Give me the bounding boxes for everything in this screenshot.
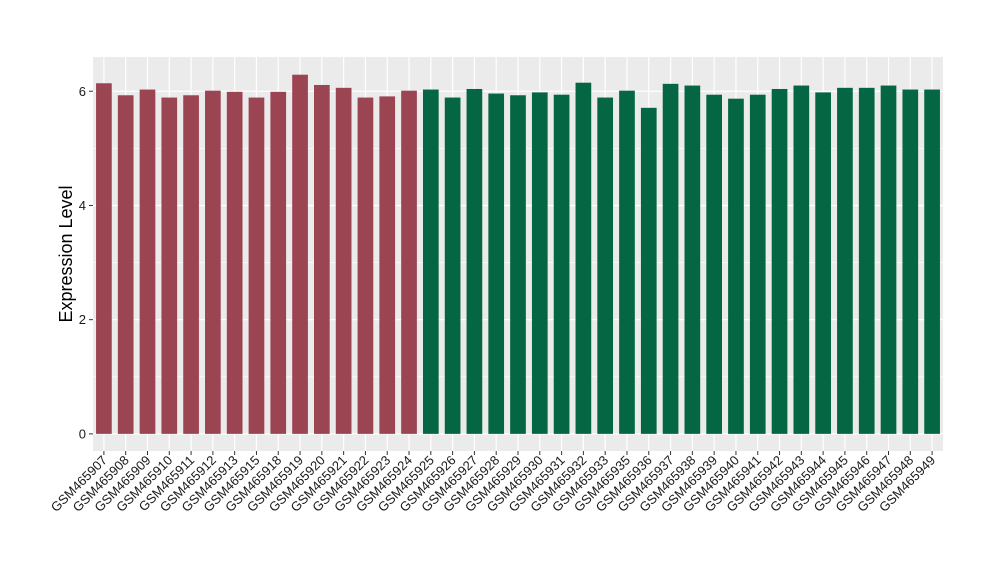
y-axis: 0 2 4 6	[79, 84, 93, 441]
y-tick-label: 6	[79, 84, 86, 99]
bar-GSM465925	[422, 89, 439, 434]
bar-GSM465929	[510, 95, 526, 434]
bar-GSM465926	[444, 97, 461, 434]
bar-GSM465945	[837, 87, 853, 434]
bar-GSM465909	[139, 89, 156, 434]
y-axis-title: Expression Level	[56, 185, 76, 322]
y-tick-label: 4	[79, 198, 86, 213]
bar-GSM465923	[379, 96, 396, 434]
bar-GSM465941	[749, 94, 766, 434]
bar-GSM465946	[858, 87, 875, 434]
bar-GSM465944	[815, 92, 831, 434]
bar-GSM465911	[183, 95, 199, 434]
bar-GSM465942	[771, 88, 788, 434]
bar-GSM465922	[357, 97, 374, 434]
bar-GSM465919	[292, 74, 308, 434]
bar-GSM465947	[880, 85, 897, 434]
bar-GSM465918	[270, 91, 287, 434]
bar-GSM465938	[684, 85, 701, 434]
bar-GSM465907	[96, 83, 112, 434]
bar-GSM465933	[597, 97, 614, 434]
bar-GSM465921	[335, 87, 352, 434]
bars	[96, 74, 940, 434]
bar-GSM465949	[924, 89, 940, 434]
bar-GSM465915	[248, 97, 265, 434]
bar-GSM465927	[466, 88, 483, 434]
bar-GSM465928	[488, 93, 505, 434]
y-tick-label: 0	[79, 426, 86, 441]
bar-GSM465940	[728, 98, 744, 434]
bar-GSM465920	[314, 84, 330, 434]
bar-GSM465936	[640, 107, 657, 434]
bar-GSM465931	[553, 94, 570, 434]
bar-GSM465930	[531, 92, 548, 434]
bar-GSM465912	[205, 90, 221, 434]
bar-GSM465924	[401, 90, 417, 434]
bar-GSM465910	[161, 97, 178, 434]
bar-GSM465948	[902, 89, 919, 434]
bar-GSM465932	[575, 82, 592, 434]
y-tick-label: 2	[79, 312, 86, 327]
bar-GSM465908	[117, 95, 134, 434]
bar-GSM465935	[619, 90, 635, 434]
bar-GSM465943	[793, 85, 810, 434]
bar-GSM465939	[706, 94, 722, 434]
x-axis: GSM465907GSM465908GSM465909GSM465910GSM4…	[48, 451, 938, 515]
bar-GSM465913	[226, 91, 243, 434]
bar-GSM465937	[662, 83, 679, 434]
